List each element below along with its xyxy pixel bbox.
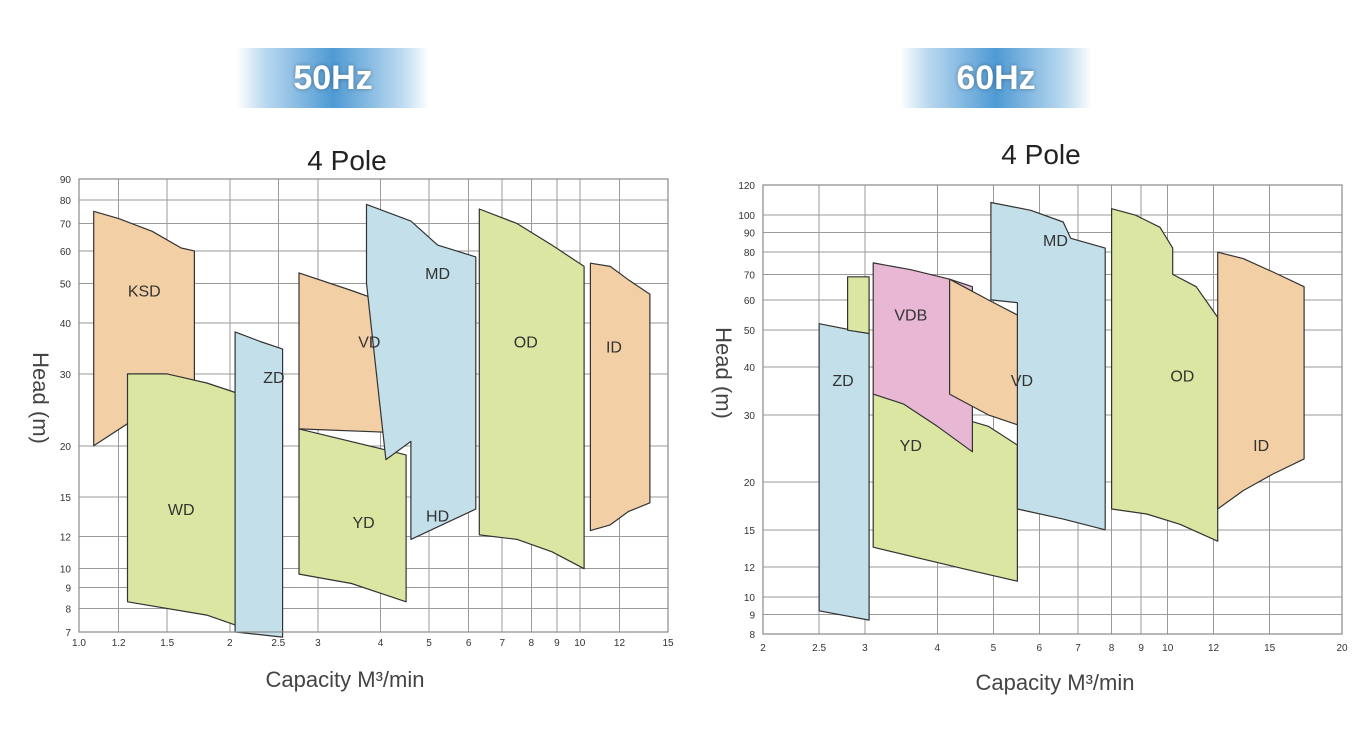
y-tick-label: 7 [65, 628, 71, 639]
x-tick-label: 1.2 [112, 638, 126, 649]
x-axis-label: Capacity M³/min [976, 670, 1135, 695]
y-tick-label: 80 [744, 248, 756, 259]
region-vdb [872, 262, 974, 453]
y-tick-label: 70 [744, 270, 756, 281]
y-tick-label: 60 [60, 247, 72, 258]
y-tick-label: 10 [60, 565, 72, 576]
region-label-yd: YD [900, 438, 922, 455]
x-tick-label: 12 [1208, 643, 1220, 654]
x-tick-label: 6 [466, 638, 472, 649]
x-tick-label: 4 [935, 643, 941, 654]
y-tick-label: 20 [744, 478, 756, 489]
region-od [478, 208, 585, 570]
y-tick-label: 90 [60, 175, 72, 186]
y-tick-label: 15 [60, 493, 72, 504]
y-tick-label: 60 [744, 296, 756, 307]
y-tick-label: 12 [744, 563, 756, 574]
y-tick-label: 15 [744, 526, 756, 537]
y-tick-label: 20 [60, 442, 72, 453]
y-tick-label: 50 [744, 326, 756, 337]
x-tick-label: 2 [760, 643, 766, 654]
chart-title: 4 Pole [1001, 139, 1080, 170]
region-label-zd: ZD [263, 370, 284, 387]
region-id [589, 262, 651, 532]
x-tick-label: 2.5 [271, 638, 285, 649]
y-tick-label: 10 [744, 593, 756, 604]
region-md [365, 203, 477, 541]
frequency-badge-50hz: 50Hz [237, 48, 429, 108]
y-tick-label: 90 [744, 229, 756, 240]
y-tick-label: 8 [749, 630, 755, 641]
y-tick-label: 40 [60, 319, 72, 330]
region-md [990, 201, 1106, 531]
x-tick-label: 8 [1109, 643, 1115, 654]
region-label-wd: WD [168, 502, 195, 519]
x-tick-label: 8 [528, 638, 534, 649]
x-tick-label: 1.0 [72, 638, 86, 649]
y-tick-label: 40 [744, 363, 756, 374]
x-axis-label: Capacity M³/min [266, 667, 425, 692]
x-tick-label: 3 [862, 643, 868, 654]
region-label-md: MD [1043, 233, 1068, 250]
region-label-vdb: VDB [894, 307, 927, 324]
x-tick-label: 4 [378, 638, 384, 649]
y-tick-label: 70 [60, 220, 72, 231]
x-tick-label: 15 [662, 638, 674, 649]
region-zd [818, 323, 870, 621]
y-axis-label: Head (m) [28, 352, 53, 444]
region-label-od: OD [514, 335, 538, 352]
x-tick-label: 15 [1264, 643, 1276, 654]
x-tick-label: 10 [574, 638, 586, 649]
plot-frame [78, 178, 669, 633]
region-label-od: OD [1170, 369, 1194, 386]
chart-title: 4 Pole [307, 145, 386, 176]
region-label-md: MD [425, 266, 450, 283]
region-label-zd: ZD [832, 373, 853, 390]
region-yd [846, 276, 870, 335]
region-label-hd: HD [426, 509, 449, 526]
x-tick-label: 12 [614, 638, 626, 649]
x-tick-label: 7 [1075, 643, 1081, 654]
x-tick-label: 3 [315, 638, 321, 649]
y-axis-label: Head (m) [711, 327, 736, 419]
region-zd [234, 331, 284, 638]
x-tick-label: 7 [499, 638, 505, 649]
x-tick-label: 2 [227, 638, 233, 649]
x-tick-label: 6 [1036, 643, 1042, 654]
region-label-ksd: KSD [128, 283, 161, 300]
x-tick-label: 10 [1162, 643, 1174, 654]
x-tick-label: 5 [426, 638, 432, 649]
region-id [1217, 251, 1305, 510]
x-tick-label: 5 [991, 643, 997, 654]
x-tick-label: 1.5 [160, 638, 174, 649]
region-label-id: ID [606, 340, 622, 357]
region-label-vd: VD [1011, 373, 1033, 390]
x-tick-label: 2.5 [812, 643, 826, 654]
frequency-badge-60hz: 60Hz [900, 48, 1092, 108]
region-od [1110, 208, 1219, 542]
x-tick-label: 20 [1336, 643, 1348, 654]
region-label-yd: YD [352, 515, 374, 532]
y-tick-label: 12 [60, 532, 72, 543]
chart-0: KSD WD ZD VD YD MD HD OD ID 1.0 1.2 1.5 2 2.5 3 4 5 6 7 8 9 1… [28, 145, 674, 692]
y-tick-label: 100 [738, 211, 755, 222]
x-tick-label: 9 [1138, 643, 1144, 654]
y-tick-label: 30 [744, 411, 756, 422]
y-tick-label: 9 [65, 583, 71, 594]
y-tick-label: 80 [60, 196, 72, 207]
x-tick-label: 9 [554, 638, 560, 649]
y-tick-label: 30 [60, 370, 72, 381]
y-tick-label: 120 [738, 181, 755, 192]
chart-1: ZD YD VDB VD MD OD ID 2 2.5 3 4 5 6 7 8 9 10 12 15 20 8 9 10 12… [711, 139, 1348, 695]
y-tick-label: 50 [60, 279, 72, 290]
region-label-id: ID [1253, 438, 1269, 455]
y-tick-label: 8 [65, 604, 71, 615]
region-label-vd: VD [358, 335, 380, 352]
y-tick-label: 9 [749, 610, 755, 621]
plot-frame [762, 184, 1343, 635]
